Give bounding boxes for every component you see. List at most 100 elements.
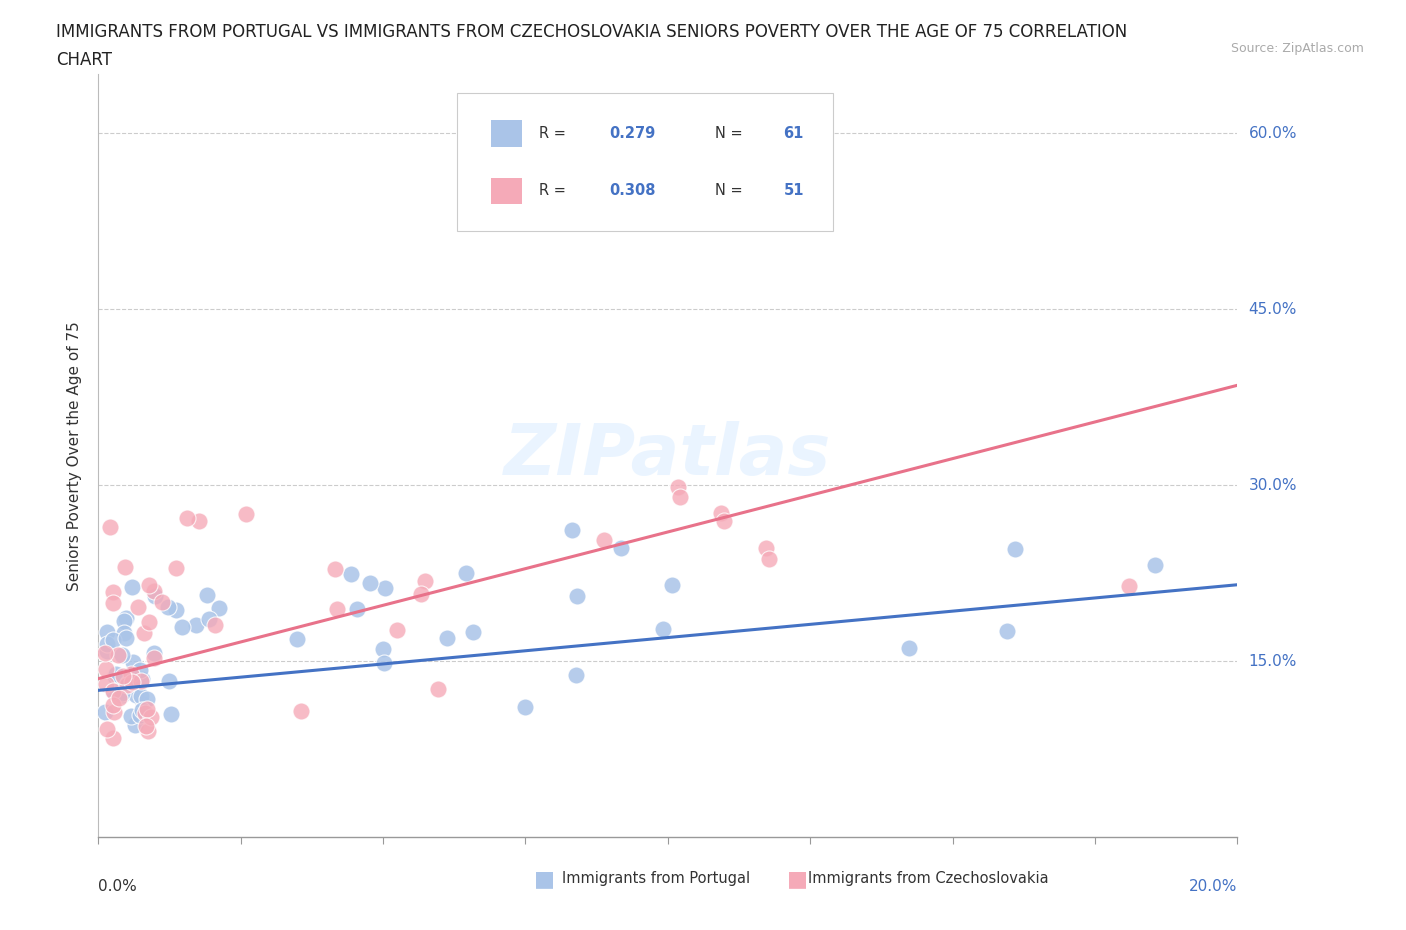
Point — [101, 585, 124, 600]
Point — [290, 704, 312, 719]
Point — [129, 708, 152, 723]
Point — [157, 600, 180, 615]
Point — [114, 611, 136, 626]
Point — [136, 692, 159, 707]
Point — [129, 689, 152, 704]
FancyBboxPatch shape — [457, 94, 832, 231]
Point — [285, 631, 308, 646]
Point — [121, 580, 143, 595]
Text: 61: 61 — [783, 126, 804, 141]
Point — [207, 600, 229, 615]
Point — [160, 707, 183, 722]
Point — [104, 669, 127, 684]
Point — [115, 677, 138, 692]
Point — [122, 655, 145, 670]
Point — [1004, 541, 1026, 556]
Point — [138, 578, 160, 592]
Point — [427, 681, 450, 696]
Point — [94, 646, 117, 661]
Point — [204, 618, 226, 632]
Point — [710, 505, 733, 520]
Point — [129, 663, 152, 678]
Point — [115, 631, 138, 645]
Point — [120, 667, 142, 682]
Point — [136, 702, 159, 717]
Bar — [491, 178, 522, 204]
Point — [143, 589, 166, 604]
Point — [96, 637, 118, 652]
Point — [995, 623, 1018, 638]
Point — [101, 596, 124, 611]
Point — [101, 698, 124, 712]
Point — [898, 641, 921, 656]
Text: 45.0%: 45.0% — [1249, 301, 1296, 316]
Point — [359, 576, 381, 591]
Text: 0.279: 0.279 — [609, 126, 655, 141]
Text: 0.308: 0.308 — [609, 183, 655, 198]
Point — [101, 684, 124, 698]
Point — [235, 507, 257, 522]
Point — [195, 588, 218, 603]
Point — [143, 645, 166, 660]
Point — [131, 671, 153, 686]
Point — [593, 533, 616, 548]
Point — [112, 625, 135, 640]
Point — [136, 724, 159, 738]
Point — [661, 578, 683, 592]
Point — [129, 673, 152, 688]
Point — [567, 588, 589, 603]
Point — [157, 673, 180, 688]
Point — [668, 490, 690, 505]
Point — [112, 613, 135, 628]
Point — [107, 648, 129, 663]
Point — [371, 642, 394, 657]
Point — [165, 603, 187, 618]
Point — [103, 704, 125, 719]
Point — [411, 587, 433, 602]
Point — [125, 688, 148, 703]
Point — [1118, 578, 1140, 593]
Text: Immigrants from Czechoslovakia: Immigrants from Czechoslovakia — [808, 871, 1049, 886]
Text: IMMIGRANTS FROM PORTUGAL VS IMMIGRANTS FROM CZECHOSLOVAKIA SENIORS POVERTY OVER : IMMIGRANTS FROM PORTUGAL VS IMMIGRANTS F… — [56, 23, 1128, 41]
Point — [101, 731, 124, 746]
Point — [103, 633, 125, 648]
Point — [413, 574, 436, 589]
Point — [564, 668, 586, 683]
Bar — [491, 121, 522, 147]
Point — [96, 644, 118, 658]
Point — [117, 675, 139, 690]
Text: R =: R = — [538, 183, 571, 198]
Text: 20.0%: 20.0% — [1189, 879, 1237, 894]
Point — [94, 661, 117, 676]
Text: ■: ■ — [534, 869, 555, 889]
Point — [165, 561, 187, 576]
Point — [101, 684, 124, 698]
Point — [134, 706, 156, 721]
Point — [340, 567, 363, 582]
Text: N =: N = — [716, 183, 748, 198]
Point — [176, 511, 198, 525]
Point — [461, 624, 484, 639]
Point — [108, 670, 131, 684]
Point — [1143, 557, 1166, 572]
Point — [666, 479, 689, 494]
Point — [104, 667, 127, 682]
Point — [120, 709, 142, 724]
Text: 51: 51 — [783, 183, 804, 198]
Point — [121, 675, 143, 690]
Point — [98, 519, 121, 534]
Point — [373, 656, 395, 671]
Text: CHART: CHART — [56, 51, 112, 69]
Point — [754, 540, 776, 555]
Point — [134, 625, 156, 640]
Point — [96, 722, 118, 737]
Point — [96, 624, 118, 639]
Point — [610, 541, 633, 556]
Point — [652, 622, 675, 637]
Point — [184, 618, 207, 632]
Point — [110, 687, 132, 702]
Point — [142, 583, 165, 598]
Point — [94, 676, 117, 691]
Y-axis label: Seniors Poverty Over the Age of 75: Seniors Poverty Over the Age of 75 — [67, 321, 83, 591]
Point — [111, 686, 134, 701]
